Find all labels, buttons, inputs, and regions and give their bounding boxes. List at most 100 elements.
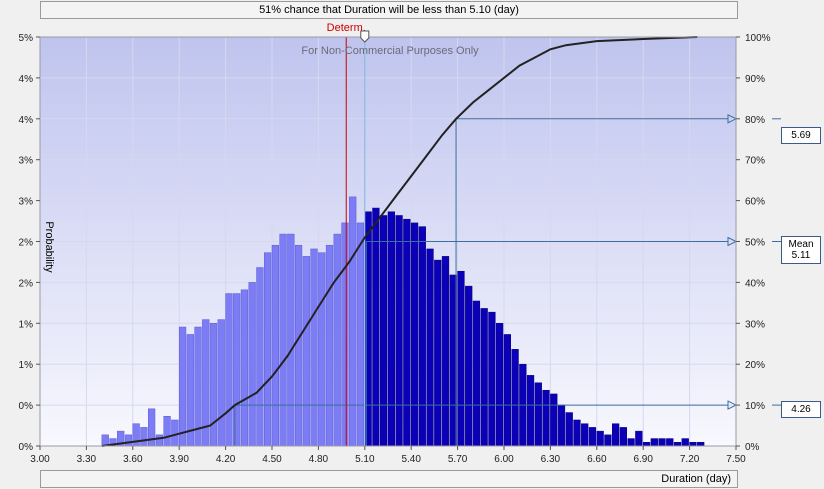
histogram-bar (441, 256, 450, 447)
right-tick-label: 100% (745, 33, 771, 44)
histogram-bar (627, 438, 635, 447)
histogram-bar (658, 438, 666, 447)
histogram-bar (279, 233, 287, 447)
duration-histogram-chart: 3.00 3.30 3.60 3.90 4.20 4.50 4.80 5.10 5.40 5.70… (19, 22, 781, 465)
x-tick-label: 3.90 (169, 454, 189, 465)
histogram-bar (550, 393, 558, 447)
x-tick-label: 4.20 (216, 454, 236, 465)
x-axis-title: Duration (day) (661, 473, 731, 485)
histogram-bar (666, 438, 674, 447)
histogram-bar (271, 244, 279, 447)
histogram-bar (642, 442, 651, 447)
left-tick-label: 0% (19, 442, 34, 453)
histogram-bar (542, 389, 550, 447)
cdf-line (101, 36, 698, 447)
x-tick-label: 4.80 (309, 454, 329, 465)
left-tick-label: 0% (19, 401, 34, 412)
histogram-bar (256, 267, 264, 447)
histogram-bar (503, 334, 511, 447)
histogram-bar (248, 282, 256, 447)
x-tick-label: 5.70 (448, 454, 468, 465)
histogram-bar (434, 259, 442, 447)
histogram-bar (650, 438, 658, 447)
right-tick-label: 30% (745, 319, 765, 330)
percentile-arrow (727, 113, 738, 124)
histogram-bar (387, 211, 395, 447)
histogram-bar (681, 438, 689, 447)
histogram-bar (472, 300, 481, 447)
histogram-bar (333, 233, 341, 447)
histogram-bar (689, 442, 697, 447)
histogram-bar (341, 222, 349, 447)
right-tick-label: 20% (745, 360, 765, 371)
right-tick-label: 80% (745, 115, 765, 126)
p10-callout: 4.26 (781, 401, 821, 418)
histogram-bar (310, 248, 318, 447)
left-tick-label: 2% (19, 238, 34, 249)
p80-value: 5.69 (791, 130, 811, 141)
histogram-bar (635, 430, 643, 447)
x-tick-label: 6.90 (633, 454, 653, 465)
threshold-slider-handle[interactable] (360, 30, 370, 43)
histogram-bar (465, 285, 473, 447)
left-tick-label: 3% (19, 197, 34, 208)
histogram-bar (457, 270, 465, 447)
result-banner-text: 51% chance that Duration will be less th… (259, 4, 519, 16)
x-axis-title-bar: Duration (day) (40, 470, 738, 488)
mean-value: 5.11 (791, 250, 811, 261)
x-tick-label: 5.10 (355, 454, 375, 465)
histogram-bar (264, 252, 272, 447)
histogram-bar (155, 434, 163, 447)
x-tick-label: 3.30 (77, 454, 97, 465)
histogram-bar (356, 222, 365, 447)
histogram-bar (233, 293, 241, 447)
histogram-bar (673, 442, 682, 447)
right-tick-label: 70% (745, 156, 765, 167)
right-tick-label: 10% (745, 401, 765, 412)
left-tick-label: 3% (19, 156, 34, 167)
x-tick-label: 3.60 (123, 454, 143, 465)
histogram-bar (573, 419, 581, 447)
x-tick-label: 7.20 (680, 454, 700, 465)
percentile-arrow (727, 400, 738, 410)
left-tick-label: 4% (19, 115, 34, 126)
histogram-bar (410, 222, 419, 447)
histogram-bar (426, 248, 434, 447)
histogram-bar (395, 215, 403, 447)
histogram-bar (511, 349, 519, 447)
histogram-bar (209, 323, 218, 447)
histogram-bar (302, 256, 310, 447)
left-tick-label: 1% (19, 360, 34, 371)
histogram-bar (380, 215, 388, 447)
x-tick-label: 3.00 (30, 454, 50, 465)
x-tick-label: 6.60 (587, 454, 607, 465)
x-tick-label: 4.50 (262, 454, 282, 465)
left-tick-label: 4% (19, 74, 34, 85)
histogram-bar (418, 226, 426, 447)
histogram-bar (612, 423, 620, 447)
right-tick-label: 50% (745, 238, 765, 249)
histogram-bar (557, 404, 566, 447)
histogram-bar (163, 416, 171, 447)
p80-callout: 5.69 (781, 127, 821, 144)
left-tick-label: 1% (19, 319, 34, 330)
histogram-bar (294, 244, 303, 447)
left-tick-label: 5% (19, 33, 34, 44)
histogram-bar (240, 289, 249, 447)
histogram-bar (349, 196, 357, 447)
left-tick-label: 2% (19, 278, 34, 289)
percentile-guides (234, 37, 781, 446)
histogram-bar (697, 442, 705, 447)
histogram-bar (372, 207, 380, 447)
cumulative-curve (101, 36, 698, 447)
histogram-bar (488, 311, 496, 447)
right-tick-label: 0% (745, 442, 760, 453)
histogram-bar (526, 375, 535, 447)
mean-label: Mean (788, 239, 814, 250)
histogram-bar (287, 233, 295, 447)
y-axis-label: Probability (43, 221, 55, 273)
histogram-bar (619, 427, 627, 447)
histogram-bar (588, 427, 597, 447)
slider-handle-shape[interactable] (360, 30, 370, 43)
mean-callout: Mean 5.11 (781, 236, 821, 264)
